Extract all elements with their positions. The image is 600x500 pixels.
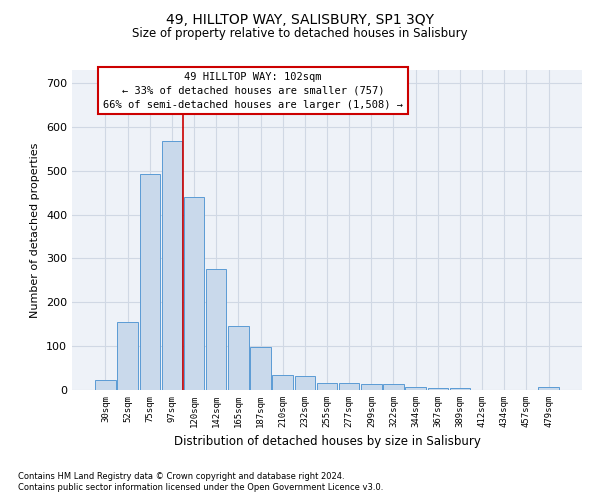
Text: 49 HILLTOP WAY: 102sqm
← 33% of detached houses are smaller (757)
66% of semi-de: 49 HILLTOP WAY: 102sqm ← 33% of detached…: [103, 72, 403, 110]
Bar: [295, 376, 315, 390]
Bar: [450, 388, 470, 390]
Bar: [184, 197, 204, 390]
Y-axis label: Number of detached properties: Number of detached properties: [31, 142, 40, 318]
Bar: [339, 383, 359, 390]
Bar: [272, 374, 293, 390]
Text: 49, HILLTOP WAY, SALISBURY, SP1 3QY: 49, HILLTOP WAY, SALISBURY, SP1 3QY: [166, 12, 434, 26]
Bar: [538, 387, 559, 390]
Bar: [118, 322, 138, 390]
Bar: [250, 348, 271, 390]
Bar: [361, 384, 382, 390]
Bar: [161, 142, 182, 390]
Bar: [317, 384, 337, 390]
Bar: [228, 326, 248, 390]
Bar: [428, 388, 448, 390]
Bar: [406, 387, 426, 390]
Bar: [383, 384, 404, 390]
X-axis label: Distribution of detached houses by size in Salisbury: Distribution of detached houses by size …: [173, 436, 481, 448]
Bar: [206, 268, 226, 390]
Text: Contains public sector information licensed under the Open Government Licence v3: Contains public sector information licen…: [18, 484, 383, 492]
Text: Size of property relative to detached houses in Salisbury: Size of property relative to detached ho…: [132, 28, 468, 40]
Bar: [140, 174, 160, 390]
Bar: [95, 380, 116, 390]
Text: Contains HM Land Registry data © Crown copyright and database right 2024.: Contains HM Land Registry data © Crown c…: [18, 472, 344, 481]
